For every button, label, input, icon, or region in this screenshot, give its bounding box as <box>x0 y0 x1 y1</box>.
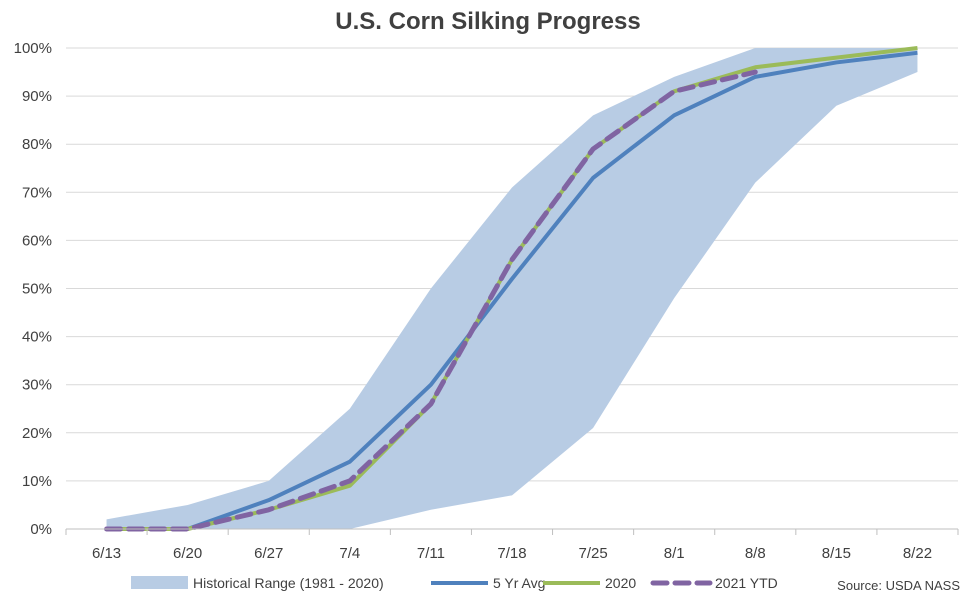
series-line-2021-ytd <box>104 69 758 532</box>
legend: Historical Range (1981 - 2020) 5 Yr Avg 20… <box>131 575 778 591</box>
y-tick-label: 90% <box>22 88 52 105</box>
legend-swatch-historical-range-1981-2020- <box>131 576 188 589</box>
x-tick-label: 7/18 <box>497 545 526 562</box>
y-tick-label: 20% <box>22 425 52 442</box>
source-note: Source: USDA NASS <box>837 578 960 593</box>
legend-label-2021-ytd: 2021 YTD <box>715 575 778 591</box>
x-tick-label: 6/27 <box>254 545 283 562</box>
x-tick-label: 8/8 <box>745 545 766 562</box>
x-tick-label: 8/22 <box>903 545 932 562</box>
y-tick-label: 100% <box>14 40 52 57</box>
x-tick-label: 8/15 <box>822 545 851 562</box>
x-tick-label: 7/11 <box>417 545 445 562</box>
historical-range-band-layer <box>106 48 918 529</box>
axes: 0% 10% 20% 30% 40% 50% 60% 70% 80% 90% 100% 6/13 6/2… <box>14 40 959 562</box>
x-tick-label: 7/4 <box>339 545 360 562</box>
x-tick-label: 6/20 <box>173 545 202 562</box>
y-tick-label: 30% <box>22 377 52 394</box>
y-tick-label: 70% <box>22 184 52 201</box>
legend-label-5-yr-avg: 5 Yr Avg <box>493 575 545 591</box>
series-lines-layer <box>104 46 918 532</box>
chart-title: U.S. Corn Silking Progress <box>335 8 641 35</box>
y-tick-label: 80% <box>22 136 52 153</box>
y-tick-label: 10% <box>22 473 52 490</box>
y-tick-label: 50% <box>22 281 52 298</box>
series-line-5-yr-avg <box>106 50 918 531</box>
legend-label-historical-range-1981-2020-: Historical Range (1981 - 2020) <box>193 575 384 591</box>
y-tick-label: 60% <box>22 232 52 249</box>
x-tick-label: 8/1 <box>664 545 685 562</box>
legend-label-2020: 2020 <box>605 575 636 591</box>
historical-range-band <box>106 48 918 529</box>
x-tick-label: 7/25 <box>578 545 607 562</box>
x-tick-label: 6/13 <box>92 545 121 562</box>
y-tick-label: 40% <box>22 329 52 346</box>
y-tick-label: 0% <box>30 521 52 538</box>
